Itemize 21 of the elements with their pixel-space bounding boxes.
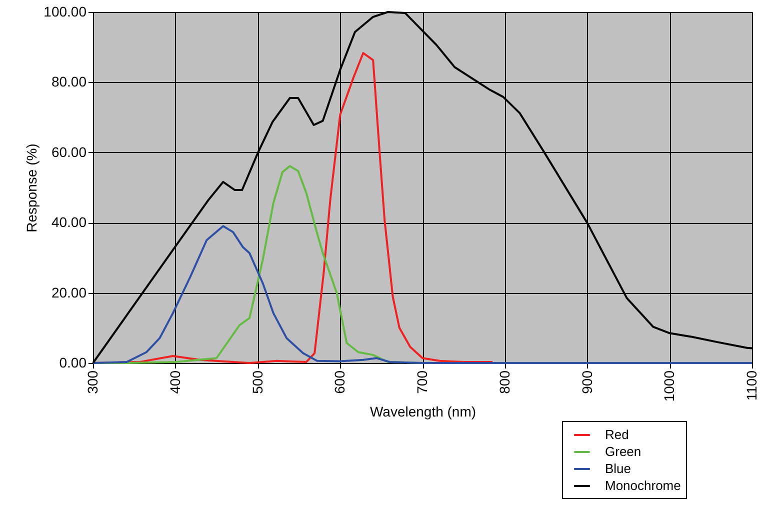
x-tick-label: 800 (496, 370, 512, 394)
y-tick-label: 0.00 (59, 354, 87, 370)
y-axis-title: Response (%) (24, 144, 40, 232)
legend-label: Monochrome (605, 478, 681, 493)
legend-label: Blue (605, 461, 632, 476)
y-tick-label: 20.00 (51, 284, 87, 300)
y-tick-label: 80.00 (51, 74, 87, 90)
x-tick-label: 500 (249, 370, 266, 394)
x-tick-label: 300 (84, 370, 100, 394)
legend-label: Red (605, 427, 629, 442)
x-tick-label: 900 (578, 370, 595, 394)
y-tick-label: 40.00 (51, 214, 87, 230)
x-tick-label: 1100 (744, 370, 760, 401)
x-tick-label: 600 (332, 370, 348, 394)
x-tick-label: 400 (166, 370, 183, 394)
x-axis-title: Wavelength (nm) (370, 404, 476, 420)
x-tick-label: 700 (414, 370, 430, 394)
legend-label: Green (605, 444, 642, 459)
x-tick-label: 1000 (661, 370, 678, 402)
y-tick-label: 60.00 (51, 144, 87, 160)
y-tick-label: 100.00 (44, 4, 87, 20)
